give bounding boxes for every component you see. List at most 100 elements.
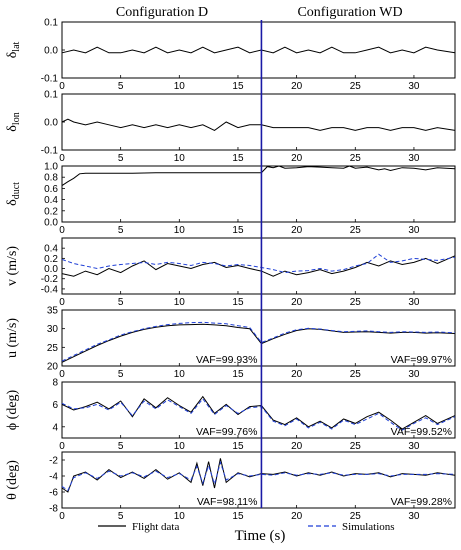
- y-axis-label-phi: ϕ (deg): [5, 389, 20, 430]
- column-title-right: Configuration WD: [297, 5, 402, 20]
- y-tick-label-delta_lon: 0.0: [44, 118, 58, 129]
- y-tick-label-phi: 4: [52, 422, 58, 433]
- x-tick-label-delta_lat: 15: [232, 81, 244, 92]
- y-tick-label-delta_duct: 1.0: [44, 162, 58, 173]
- legend-label-sim: Simulations: [342, 521, 395, 533]
- x-tick-label-delta_lon: 10: [174, 153, 186, 164]
- x-tick-label-u: 10: [174, 369, 186, 380]
- series-line-theta-simulation: [61, 460, 456, 492]
- y-axis-label-delta_lat: δlat: [5, 41, 22, 58]
- series-line-phi-simulation: [61, 397, 456, 431]
- x-tick-label-u: 30: [408, 369, 420, 380]
- series-line-u-flight: [61, 323, 456, 363]
- x-tick-label-delta_lon: 25: [350, 153, 362, 164]
- series-line-v-flight: [61, 255, 456, 277]
- x-tick-label-u: 15: [232, 369, 244, 380]
- x-tick-label-delta_lon: 20: [291, 153, 303, 164]
- panels-group: 0 5 10 15 20 25 30 -0.1 0.0 0.1 δlat 0 5 10 15 20 25 30 -0…: [5, 18, 456, 522]
- y-axis-label-delta_lon: δlon: [5, 112, 22, 131]
- y-tick-label-theta: -6: [49, 488, 58, 499]
- column-title-left: Configuration D: [116, 5, 208, 20]
- x-tick-label-v: 30: [408, 297, 420, 308]
- x-tick-label-delta_duct: 15: [232, 225, 244, 236]
- x-tick-label-phi: 30: [408, 441, 420, 452]
- y-axis-label-subscript-delta_lon: lon: [11, 112, 22, 125]
- y-tick-label-delta_duct: 0.2: [44, 206, 58, 217]
- y-tick-label-v: 0.0: [44, 264, 58, 275]
- x-tick-label-theta: 15: [232, 511, 244, 522]
- y-tick-label-v: -0.4: [41, 284, 59, 295]
- y-tick-label-u: 30: [47, 324, 59, 335]
- y-tick-label-delta_lat: -0.1: [41, 74, 59, 85]
- panel-frame-phi: [61, 381, 456, 439]
- panel-frame-theta: [61, 451, 456, 509]
- x-tick-label-delta_lon: 5: [118, 153, 124, 164]
- panel-frame-delta_lat: [61, 21, 456, 79]
- x-tick-label-theta: 25: [350, 511, 362, 522]
- x-tick-label-theta: 10: [174, 511, 186, 522]
- y-tick-label-theta: -2: [49, 456, 58, 467]
- x-tick-label-u: 25: [350, 369, 362, 380]
- x-tick-label-theta: 30: [408, 511, 420, 522]
- y-tick-label-u: 25: [47, 343, 59, 354]
- x-tick-label-delta_lat: 0: [59, 81, 65, 92]
- panel-frame-delta_lon: [61, 93, 456, 151]
- x-tick-label-u: 0: [59, 369, 65, 380]
- y-tick-label-u: 20: [47, 362, 59, 373]
- x-tick-label-delta_duct: 5: [118, 225, 124, 236]
- y-axis-label-delta_duct: δduct: [5, 182, 22, 206]
- x-tick-label-phi: 15: [232, 441, 244, 452]
- panel-frame-delta_duct: [61, 165, 456, 223]
- series-line-theta-flight: [61, 458, 456, 493]
- x-tick-label-delta_lat: 30: [408, 81, 420, 92]
- x-tick-label-delta_lat: 10: [174, 81, 186, 92]
- vaf-label-left-theta: VAF=98.11%: [197, 496, 258, 508]
- x-tick-label-delta_duct: 10: [174, 225, 186, 236]
- y-axis-label-v: v (m/s): [5, 246, 20, 286]
- series-line-delta_lon-flight: [61, 118, 456, 131]
- y-tick-label-delta_lat: 0.0: [44, 46, 58, 57]
- y-tick-label-delta_lon: 0.1: [44, 90, 58, 101]
- y-tick-label-v: 0.2: [44, 254, 58, 265]
- vaf-label-right-phi: VAF=99.52%: [391, 426, 452, 438]
- y-axis-label-theta: θ (deg): [5, 460, 20, 500]
- y-tick-label-theta: -8: [49, 504, 58, 515]
- y-tick-label-delta_lon: -0.1: [41, 146, 59, 157]
- vaf-label-right-u: VAF=99.97%: [391, 354, 452, 366]
- x-tick-label-delta_lat: 25: [350, 81, 362, 92]
- x-tick-label-v: 15: [232, 297, 244, 308]
- x-tick-label-theta: 20: [291, 511, 303, 522]
- vaf-label-left-phi: VAF=99.76%: [196, 426, 257, 438]
- panel-frame-u: [61, 309, 456, 367]
- x-axis-label: Time (s): [235, 528, 286, 544]
- x-tick-label-delta_lon: 0: [59, 153, 65, 164]
- y-axis-label-subscript-delta_lat: lat: [11, 41, 22, 51]
- x-tick-label-u: 5: [118, 369, 124, 380]
- y-tick-label-delta_duct: 0.4: [44, 195, 58, 206]
- legend-label-flight: Flight data: [132, 521, 179, 533]
- x-tick-label-delta_lat: 5: [118, 81, 124, 92]
- series-line-phi-flight: [61, 395, 456, 430]
- y-tick-label-delta_duct: 0.0: [44, 218, 58, 229]
- y-tick-label-phi: 8: [52, 378, 58, 389]
- x-tick-label-v: 20: [291, 297, 303, 308]
- x-tick-label-v: 10: [174, 297, 186, 308]
- x-tick-label-phi: 20: [291, 441, 303, 452]
- vaf-label-right-theta: VAF=99.28%: [391, 496, 452, 508]
- x-tick-label-phi: 0: [59, 441, 65, 452]
- y-tick-label-theta: -4: [49, 472, 58, 483]
- x-tick-label-delta_lon: 30: [408, 153, 420, 164]
- y-tick-label-delta_duct: 0.8: [44, 173, 58, 184]
- y-axis-label-u: u (m/s): [5, 318, 20, 358]
- x-tick-label-v: 0: [59, 297, 65, 308]
- y-axis-label-subscript-delta_duct: duct: [11, 182, 22, 199]
- y-tick-label-v: 0.4: [44, 244, 58, 255]
- x-tick-label-delta_duct: 30: [408, 225, 420, 236]
- legend: Flight data Simulations: [98, 521, 395, 533]
- y-tick-label-phi: 6: [52, 400, 58, 411]
- x-tick-label-phi: 5: [118, 441, 124, 452]
- x-tick-label-delta_duct: 25: [350, 225, 362, 236]
- x-tick-label-phi: 10: [174, 441, 186, 452]
- x-tick-label-theta: 0: [59, 511, 65, 522]
